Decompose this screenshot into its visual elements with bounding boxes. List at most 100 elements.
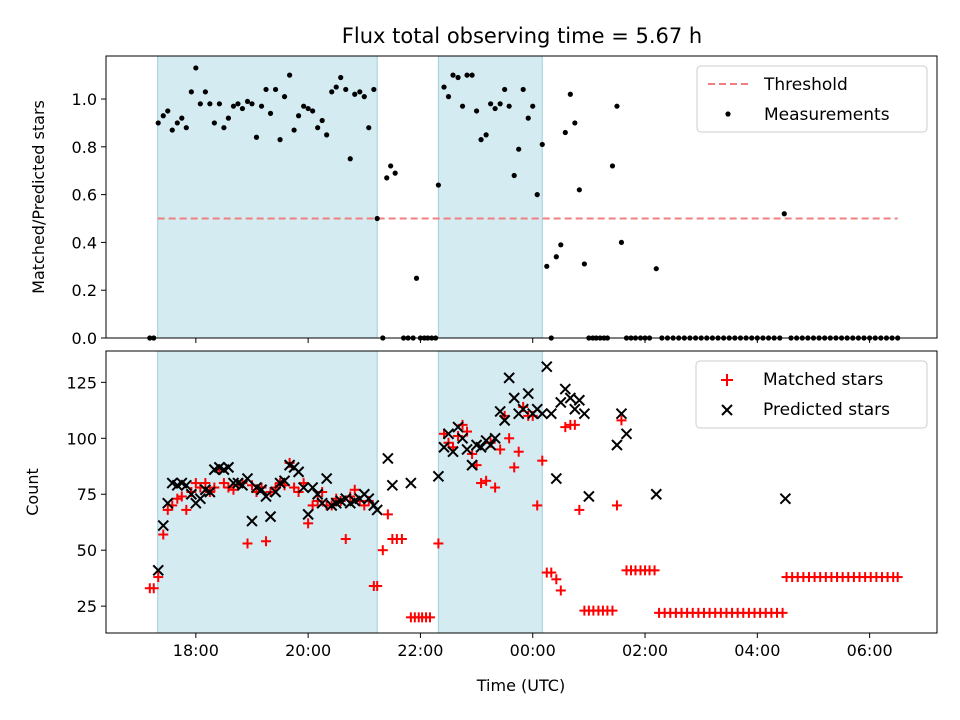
matched-star-point bbox=[190, 478, 201, 489]
matched-star-point bbox=[555, 585, 566, 596]
predicted-star-point bbox=[320, 472, 333, 485]
matched-star-point bbox=[504, 433, 515, 444]
x-tick-label: 02:00 bbox=[622, 641, 668, 660]
matched-star-point bbox=[490, 482, 501, 493]
matched-star-point bbox=[148, 583, 159, 594]
predicted-star-point bbox=[264, 510, 277, 523]
y-tick-label: 0.6 bbox=[72, 186, 97, 205]
measurement-point bbox=[413, 275, 420, 281]
x-axis-ticks bbox=[195, 338, 871, 343]
legend-predicted-swatch bbox=[721, 404, 733, 416]
matched-star-point bbox=[289, 482, 300, 493]
matched-star-point bbox=[424, 612, 435, 623]
measurement-point bbox=[469, 72, 475, 78]
measurement-point bbox=[235, 101, 241, 107]
predicted-star-point bbox=[241, 472, 254, 485]
matched-star-point bbox=[509, 462, 520, 473]
y-tick-label: 0.4 bbox=[72, 233, 97, 252]
measurement-point bbox=[333, 84, 339, 90]
measurement-point bbox=[483, 132, 489, 138]
predicted-star-point bbox=[302, 508, 314, 521]
legend-box bbox=[696, 65, 928, 133]
measurement-point bbox=[221, 125, 227, 131]
measurement-point bbox=[374, 215, 380, 222]
predicted-star-point bbox=[382, 452, 394, 465]
y-tick-label: 0.0 bbox=[72, 329, 97, 348]
predicted-star-point bbox=[292, 466, 305, 478]
measurement-point bbox=[352, 91, 358, 97]
x-tick-label: 00:00 bbox=[510, 641, 556, 660]
predicted-star-point bbox=[236, 479, 249, 491]
measurement-point bbox=[295, 113, 302, 119]
shaded-regions bbox=[157, 55, 543, 339]
matched-star-point bbox=[476, 478, 487, 489]
y-tick-label: 25 bbox=[77, 597, 97, 616]
y-tick-label: 1.0 bbox=[72, 90, 97, 109]
predicted-star-point bbox=[615, 407, 628, 420]
predicted-star-point bbox=[260, 490, 272, 503]
measurement-point bbox=[488, 101, 494, 107]
measurement-point bbox=[357, 89, 363, 95]
predicted-star-point bbox=[498, 414, 511, 427]
measurement-point bbox=[441, 84, 447, 90]
predicted-star-point bbox=[550, 472, 563, 485]
measurement-point bbox=[361, 94, 367, 100]
measurement-point bbox=[388, 163, 394, 169]
measurement-point bbox=[258, 103, 265, 109]
measurement-point bbox=[329, 89, 335, 95]
predicted-star-point bbox=[255, 484, 268, 496]
predicted-star-point bbox=[503, 372, 515, 384]
measurement-point bbox=[384, 175, 390, 181]
shaded-interval bbox=[437, 55, 543, 339]
y-tick-label: 0.8 bbox=[72, 138, 97, 157]
measurement-point bbox=[435, 182, 441, 188]
measurement-point bbox=[567, 91, 573, 97]
matched-star-point bbox=[372, 581, 383, 591]
measurement-point bbox=[315, 125, 321, 131]
predicted-star-point bbox=[555, 396, 567, 409]
chart-title: Flux total observing time = 5.67 h bbox=[342, 24, 702, 48]
predicted-star-point bbox=[442, 428, 455, 440]
predicted-star-point bbox=[152, 564, 164, 577]
measurement-point bbox=[287, 72, 293, 78]
predicted-star-point bbox=[578, 407, 591, 420]
measurement-point bbox=[324, 132, 330, 138]
x-tick-label: 04:00 bbox=[734, 641, 780, 660]
measurement-point bbox=[478, 137, 484, 143]
measurement-point bbox=[445, 94, 452, 100]
measurement-point bbox=[562, 129, 568, 136]
predicted-star-point bbox=[559, 383, 572, 395]
predicted-star-point bbox=[278, 475, 291, 487]
measurement-point bbox=[160, 113, 166, 119]
predicted-star-point bbox=[222, 461, 235, 474]
legend-matched-swatch bbox=[721, 374, 733, 386]
x-tick-label: 18:00 bbox=[173, 641, 219, 660]
matched-star-point bbox=[574, 504, 585, 515]
predicted-star-point bbox=[311, 488, 324, 500]
matched-star-point bbox=[176, 491, 187, 502]
predicted-star-point bbox=[494, 405, 506, 418]
measurement-point bbox=[272, 86, 279, 93]
x-tick-label: 22:00 bbox=[397, 641, 443, 660]
matched-star-point bbox=[649, 565, 660, 576]
matched-star-point bbox=[261, 536, 272, 547]
predicted-star-point bbox=[438, 441, 450, 453]
top-panel: 0.0 0.2 0.4 0.6 0.8 1.0 Matched/Predicted sta… bbox=[29, 55, 938, 348]
matched-star-point bbox=[616, 415, 627, 426]
measurement-point bbox=[202, 89, 208, 95]
matched-star-point bbox=[181, 504, 192, 515]
measurement-point bbox=[497, 101, 503, 107]
predicted-star-point bbox=[447, 446, 459, 458]
predicted-star-point bbox=[484, 439, 497, 451]
matched-star-point bbox=[242, 538, 253, 549]
predicted-star-point bbox=[227, 477, 240, 489]
x-axis-ticks: 18:00 20:00 22:00 00:00 02:00 04:00 06:00 bbox=[173, 633, 893, 660]
predicted-star-point bbox=[564, 392, 577, 404]
measurement-point bbox=[310, 108, 316, 114]
predicted-star-point bbox=[306, 481, 319, 494]
measurement-point bbox=[502, 86, 508, 93]
predicted-star-point bbox=[185, 488, 198, 500]
measurement-point bbox=[253, 134, 260, 140]
plot-frame bbox=[105, 55, 938, 339]
